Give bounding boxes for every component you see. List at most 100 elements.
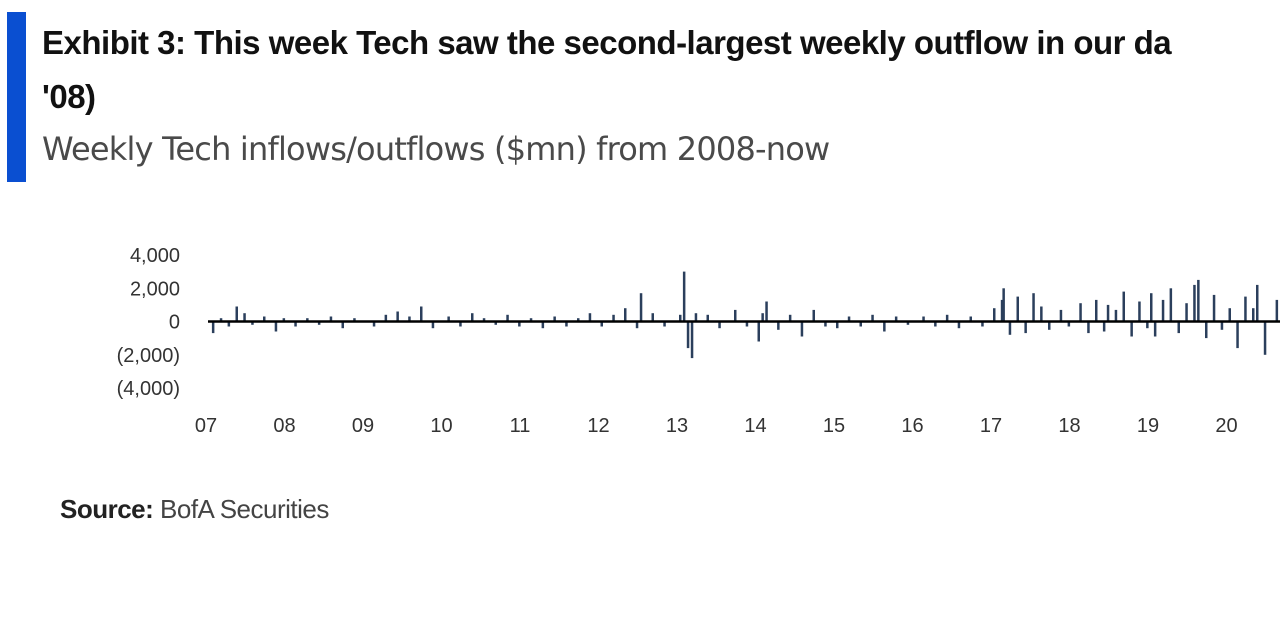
x-tick-label: 19 — [1137, 415, 1159, 437]
flow-bar — [1008, 321, 1012, 335]
flow-bar — [635, 321, 639, 329]
flow-bar — [1079, 303, 1082, 322]
flow-bar — [353, 318, 356, 322]
flow-bar — [934, 321, 937, 327]
flow-bar — [682, 271, 686, 322]
flow-bar — [1169, 288, 1173, 322]
flow-bar — [408, 316, 411, 322]
chart-title-line-1: Exhibit 3: This week Tech saw the second… — [42, 24, 1172, 61]
flow-bar — [274, 321, 278, 332]
flow-bar — [1212, 294, 1216, 322]
flow-bar — [1102, 321, 1106, 332]
weekly-flows-chart: 4,000 2,000 0 (2,000) (4,000) 07 08 09 10 11 12 13… — [117, 245, 1280, 437]
flow-bar — [612, 314, 615, 322]
x-tick-label: 11 — [510, 415, 531, 437]
flow-bar — [518, 321, 521, 327]
flow-bar — [1177, 321, 1180, 334]
flow-bar — [263, 316, 266, 322]
x-tick-label: 15 — [823, 415, 845, 437]
flow-bar — [1161, 299, 1165, 322]
x-tick-label: 10 — [430, 415, 452, 437]
flow-bar — [1138, 301, 1141, 322]
flow-bar — [745, 321, 749, 327]
flow-bar — [922, 316, 925, 322]
flow-bar — [396, 311, 399, 322]
flow-bar — [1185, 303, 1188, 322]
series-bars — [211, 271, 1279, 359]
flow-bar — [1236, 321, 1239, 349]
chart-subtitle: Weekly Tech inflows/outflows ($mn) from … — [42, 130, 830, 168]
flow-bar — [494, 321, 497, 325]
source-note: Source: BofA Securities — [60, 494, 329, 525]
flow-bar — [431, 321, 435, 329]
flow-bar — [227, 321, 231, 327]
flow-bar — [251, 321, 254, 325]
flow-bar — [1087, 321, 1090, 334]
source-text: BofA Securities — [153, 494, 329, 524]
y-tick-label: (4,000) — [117, 378, 180, 400]
chart-title: Exhibit 3: This week Tech saw the second… — [42, 16, 1280, 124]
flow-bar — [459, 321, 462, 327]
flow-bar — [1059, 309, 1063, 322]
y-tick-label: (2,000) — [117, 345, 180, 367]
flow-bar — [1067, 321, 1071, 327]
flow-bar — [800, 321, 804, 337]
accent-bar — [7, 12, 26, 182]
flow-bar — [447, 316, 450, 322]
flow-bar — [1228, 308, 1231, 322]
flow-bar — [471, 313, 474, 322]
flow-bar — [1024, 321, 1027, 334]
flow-bar — [329, 316, 333, 322]
flow-bar — [541, 321, 545, 329]
x-tick-label: 07 — [195, 415, 217, 437]
flow-bar — [219, 318, 223, 322]
flow-bar — [1205, 321, 1208, 339]
x-axis-labels: 07 08 09 10 11 12 13 14 15 16 17 18 19 20 — [195, 415, 1238, 437]
flow-bar — [1106, 304, 1110, 322]
x-tick-label: 09 — [352, 415, 374, 437]
x-tick-label: 14 — [744, 415, 766, 437]
y-tick-label: 4,000 — [130, 245, 180, 267]
flow-bar — [1244, 296, 1247, 322]
x-tick-label: 08 — [273, 415, 295, 437]
flow-bar — [529, 318, 533, 322]
flow-bar — [690, 321, 694, 359]
flow-bar — [565, 321, 568, 327]
flow-bar — [1048, 321, 1051, 330]
x-tick-label: 18 — [1058, 415, 1080, 437]
flow-bar — [553, 316, 556, 322]
flow-bar — [1122, 291, 1125, 322]
flow-bar — [894, 316, 898, 322]
flow-bar — [694, 313, 698, 322]
flow-bar — [777, 321, 780, 330]
flow-bar — [651, 313, 654, 322]
source-label: Source: — [60, 494, 154, 524]
flow-bar — [906, 321, 910, 325]
flow-bar — [847, 316, 851, 322]
flow-bar — [871, 314, 874, 322]
flow-bar — [859, 321, 862, 327]
flow-bar — [372, 321, 376, 327]
flow-bar — [686, 321, 690, 349]
flow-bar — [812, 309, 815, 322]
flow-bar — [1197, 279, 1200, 322]
flow-bar — [1130, 321, 1133, 337]
flow-bar — [624, 308, 627, 322]
y-axis-labels: 4,000 2,000 0 (2,000) (4,000) — [117, 245, 180, 400]
flow-bar — [718, 321, 721, 329]
flow-bar — [957, 321, 961, 329]
x-tick-label: 16 — [901, 415, 923, 437]
flow-bar — [282, 318, 286, 322]
flow-bar — [883, 321, 886, 332]
flow-bar — [993, 308, 996, 322]
flow-bar — [1032, 293, 1035, 322]
flow-bar — [836, 321, 839, 329]
x-tick-label: 13 — [666, 415, 688, 437]
y-tick-label: 0 — [169, 312, 180, 334]
flow-bar — [945, 314, 949, 322]
flow-bar — [757, 321, 760, 342]
flow-bar — [1002, 288, 1005, 322]
flow-bar — [1256, 284, 1259, 322]
flow-bar — [1000, 299, 1004, 322]
flow-bar — [1150, 293, 1153, 322]
